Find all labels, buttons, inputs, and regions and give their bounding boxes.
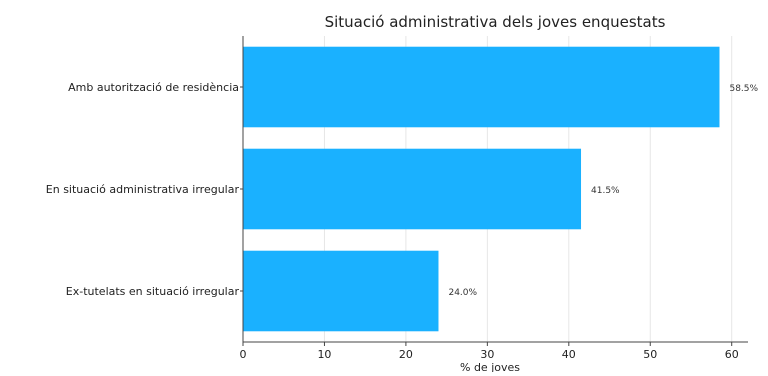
bar-value-label: 24.0% [448,288,477,298]
x-tick-label: 30 [480,348,494,361]
y-tick-label: Amb autorització de residència [68,81,239,94]
bar-value-label: 41.5% [591,186,620,196]
bar [243,250,439,332]
bar [243,46,720,128]
bar-value-label: 58.5% [729,84,758,94]
axes: 0 10 20 30 40 50 60 Amb autorització de residèn… [46,36,759,361]
x-tick-label: 10 [317,348,331,361]
x-axis-label: % de joves [460,361,520,372]
y-tick-label: Ex-tutelats en situació irregular [66,285,240,298]
y-tick-label: En situació administrativa irregular [46,183,240,196]
chart-title: Situació administrativa dels joves enque… [325,13,666,31]
bar [243,148,582,230]
x-tick-label: 20 [399,348,413,361]
x-tick-label: 40 [562,348,576,361]
x-tick-label: 60 [725,348,739,361]
bars [243,46,720,332]
x-tick-label: 0 [240,348,247,361]
x-tick-label: 50 [643,348,657,361]
